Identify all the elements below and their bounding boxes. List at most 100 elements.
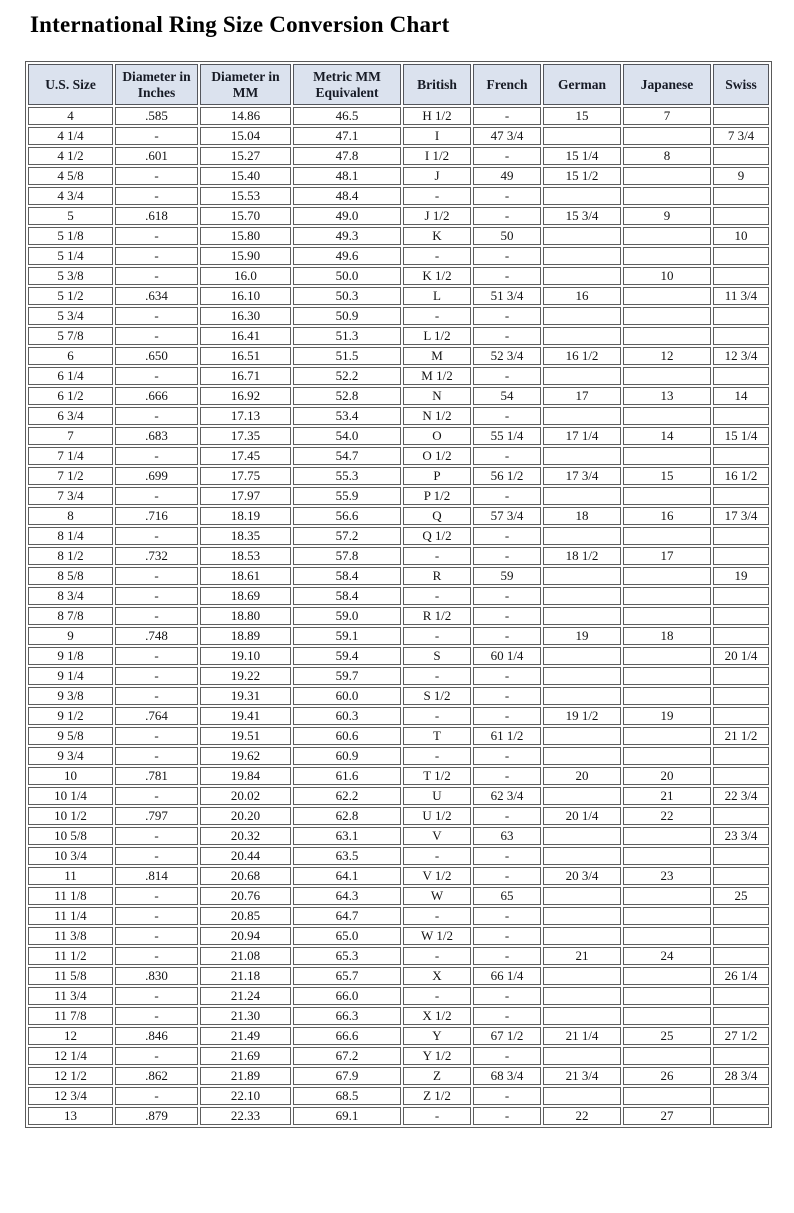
table-cell-british: M xyxy=(403,347,471,366)
table-cell-u-s-size: 5 3/4 xyxy=(28,307,113,326)
table-cell-diameter-in-inches: - xyxy=(115,567,198,586)
table-cell-metric-mm-equivalent: 62.2 xyxy=(293,787,401,806)
table-row: 6 1/4-16.71 52.2 M 1/2- xyxy=(28,367,769,386)
table-cell-u-s-size: 11 5/8 xyxy=(28,967,113,986)
table-cell-swiss: 7 3/4 xyxy=(713,127,769,146)
table-cell-diameter-in-inches: - xyxy=(115,527,198,546)
table-cell-french: 67 1/2 xyxy=(473,1027,541,1046)
table-row: 10 5/8-20.32 63.1 V 63 23 3/4 xyxy=(28,827,769,846)
table-cell-u-s-size: 5 1/8 xyxy=(28,227,113,246)
table-row: 11 7/8-21.30 66.3 X 1/2- xyxy=(28,1007,769,1026)
table-cell-french: - xyxy=(473,1087,541,1106)
table-cell-metric-mm-equivalent: 66.3 xyxy=(293,1007,401,1026)
table-cell-diameter-in-mm: 15.04 xyxy=(200,127,291,146)
table-cell-japanese xyxy=(623,927,711,946)
table-row: 10 1/4-20.02 62.2 U 62 3/4 21 22 3/4 xyxy=(28,787,769,806)
table-cell-u-s-size: 12 1/2 xyxy=(28,1067,113,1086)
table-cell-british: N 1/2 xyxy=(403,407,471,426)
table-cell-u-s-size: 10 1/4 xyxy=(28,787,113,806)
table-cell-diameter-in-inches: - xyxy=(115,167,198,186)
table-cell-diameter-in-mm: 21.49 xyxy=(200,1027,291,1046)
table-cell-swiss xyxy=(713,707,769,726)
table-cell-metric-mm-equivalent: 60.9 xyxy=(293,747,401,766)
table-cell-metric-mm-equivalent: 66.0 xyxy=(293,987,401,1006)
table-cell-british: - xyxy=(403,707,471,726)
table-cell-swiss xyxy=(713,547,769,566)
table-row: 7 3/4-17.97 55.9 P 1/2- xyxy=(28,487,769,506)
table-cell-british: V xyxy=(403,827,471,846)
table-cell-metric-mm-equivalent: 64.3 xyxy=(293,887,401,906)
table-cell-diameter-in-inches: .781 xyxy=(115,767,198,786)
table-cell-diameter-in-mm: 22.10 xyxy=(200,1087,291,1106)
table-cell-swiss xyxy=(713,487,769,506)
table-cell-british: H 1/2 xyxy=(403,107,471,126)
table-cell-british: - xyxy=(403,547,471,566)
table-cell-british: W xyxy=(403,887,471,906)
table-cell-british: L 1/2 xyxy=(403,327,471,346)
table-row: 12.846 21.49 66.6 Y 67 1/2 21 1/4 25 27 1/2 xyxy=(28,1027,769,1046)
table-cell-french: - xyxy=(473,547,541,566)
table-cell-diameter-in-mm: 17.75 xyxy=(200,467,291,486)
table-cell-british: Z xyxy=(403,1067,471,1086)
table-cell-metric-mm-equivalent: 54.0 xyxy=(293,427,401,446)
table-cell-diameter-in-mm: 15.27 xyxy=(200,147,291,166)
table-cell-u-s-size: 11 xyxy=(28,867,113,886)
table-cell-diameter-in-inches: - xyxy=(115,1047,198,1066)
table-cell-german: 21 1/4 xyxy=(543,1027,621,1046)
table-cell-metric-mm-equivalent: 58.4 xyxy=(293,567,401,586)
table-cell-diameter-in-inches: - xyxy=(115,907,198,926)
table-cell-german xyxy=(543,927,621,946)
table-cell-u-s-size: 5 3/8 xyxy=(28,267,113,286)
table-cell-diameter-in-inches: - xyxy=(115,727,198,746)
table-cell-u-s-size: 11 1/2 xyxy=(28,947,113,966)
table-row: 5 1/2.634 16.10 50.3 L 51 3/4 16 11 3/4 xyxy=(28,287,769,306)
table-cell-diameter-in-inches: .862 xyxy=(115,1067,198,1086)
table-cell-british: - xyxy=(403,747,471,766)
table-cell-british: - xyxy=(403,907,471,926)
table-cell-u-s-size: 4 5/8 xyxy=(28,167,113,186)
table-row: 6.650 16.51 51.5 M 52 3/4 16 1/2 12 12 3/4 xyxy=(28,347,769,366)
table-row: 7 1/4-17.45 54.7 O 1/2- xyxy=(28,447,769,466)
table-cell-japanese: 8 xyxy=(623,147,711,166)
table-cell-diameter-in-inches: .634 xyxy=(115,287,198,306)
table-cell-diameter-in-inches: .846 xyxy=(115,1027,198,1046)
table-cell-swiss xyxy=(713,107,769,126)
table-cell-german xyxy=(543,187,621,206)
table-cell-german xyxy=(543,247,621,266)
table-cell-metric-mm-equivalent: 63.1 xyxy=(293,827,401,846)
table-cell-diameter-in-mm: 21.24 xyxy=(200,987,291,1006)
table-cell-diameter-in-inches: .683 xyxy=(115,427,198,446)
table-cell-swiss xyxy=(713,947,769,966)
table-cell-swiss xyxy=(713,407,769,426)
table-cell-diameter-in-mm: 19.22 xyxy=(200,667,291,686)
table-cell-diameter-in-mm: 14.86 xyxy=(200,107,291,126)
table-cell-japanese: 16 xyxy=(623,507,711,526)
table-cell-u-s-size: 4 3/4 xyxy=(28,187,113,206)
table-cell-japanese xyxy=(623,247,711,266)
table-cell-british: - xyxy=(403,987,471,1006)
table-cell-japanese xyxy=(623,167,711,186)
table-cell-british: X 1/2 xyxy=(403,1007,471,1026)
table-cell-metric-mm-equivalent: 56.6 xyxy=(293,507,401,526)
table-cell-diameter-in-mm: 18.80 xyxy=(200,607,291,626)
table-cell-british: Q xyxy=(403,507,471,526)
table-cell-diameter-in-mm: 17.13 xyxy=(200,407,291,426)
column-header-diameter-in-mm: Diameter in MM xyxy=(200,64,291,106)
table-cell-diameter-in-inches: .585 xyxy=(115,107,198,126)
table-row: 11 1/2-21.08 65.3- -21 24 xyxy=(28,947,769,966)
table-cell-british: - xyxy=(403,847,471,866)
table-cell-british: - xyxy=(403,1107,471,1126)
table-cell-british: - xyxy=(403,247,471,266)
table-cell-german xyxy=(543,847,621,866)
table-cell-metric-mm-equivalent: 49.6 xyxy=(293,247,401,266)
table-cell-british: R 1/2 xyxy=(403,607,471,626)
table-cell-metric-mm-equivalent: 61.6 xyxy=(293,767,401,786)
table-cell-diameter-in-mm: 16.10 xyxy=(200,287,291,306)
table-cell-japanese: 25 xyxy=(623,1027,711,1046)
table-cell-metric-mm-equivalent: 52.2 xyxy=(293,367,401,386)
table-cell-british: P xyxy=(403,467,471,486)
table-cell-metric-mm-equivalent: 46.5 xyxy=(293,107,401,126)
table-cell-french: - xyxy=(473,707,541,726)
table-cell-diameter-in-mm: 21.18 xyxy=(200,967,291,986)
table-cell-british: W 1/2 xyxy=(403,927,471,946)
